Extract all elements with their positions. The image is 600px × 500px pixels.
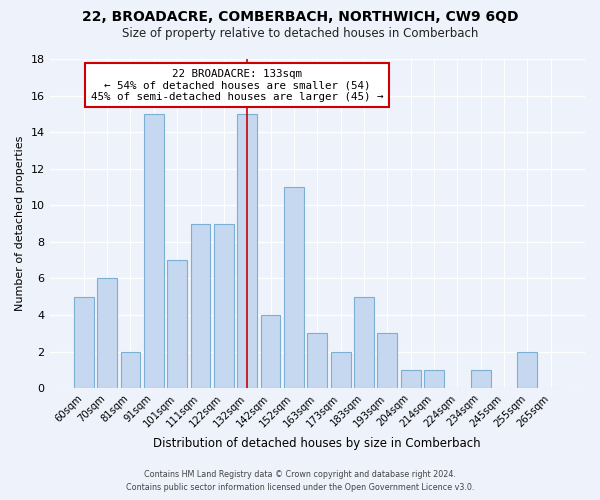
Bar	[121, 352, 140, 388]
Bar	[354, 296, 374, 388]
Bar	[238, 114, 257, 388]
Bar	[260, 315, 280, 388]
Bar	[377, 334, 397, 388]
Bar	[284, 187, 304, 388]
Bar	[167, 260, 187, 388]
Text: 22 BROADACRE: 133sqm
← 54% of detached houses are smaller (54)
45% of semi-detac: 22 BROADACRE: 133sqm ← 54% of detached h…	[91, 69, 383, 102]
Bar	[517, 352, 538, 388]
Bar	[214, 224, 234, 388]
Bar	[424, 370, 444, 388]
Text: Contains HM Land Registry data © Crown copyright and database right 2024.
Contai: Contains HM Land Registry data © Crown c…	[126, 470, 474, 492]
Bar	[144, 114, 164, 388]
Bar	[97, 278, 117, 388]
Bar	[307, 334, 327, 388]
Bar	[74, 296, 94, 388]
X-axis label: Distribution of detached houses by size in Comberbach: Distribution of detached houses by size …	[154, 437, 481, 450]
Bar	[191, 224, 211, 388]
Bar	[471, 370, 491, 388]
Bar	[401, 370, 421, 388]
Bar	[331, 352, 350, 388]
Y-axis label: Number of detached properties: Number of detached properties	[15, 136, 25, 312]
Text: 22, BROADACRE, COMBERBACH, NORTHWICH, CW9 6QD: 22, BROADACRE, COMBERBACH, NORTHWICH, CW…	[82, 10, 518, 24]
Text: Size of property relative to detached houses in Comberbach: Size of property relative to detached ho…	[122, 28, 478, 40]
